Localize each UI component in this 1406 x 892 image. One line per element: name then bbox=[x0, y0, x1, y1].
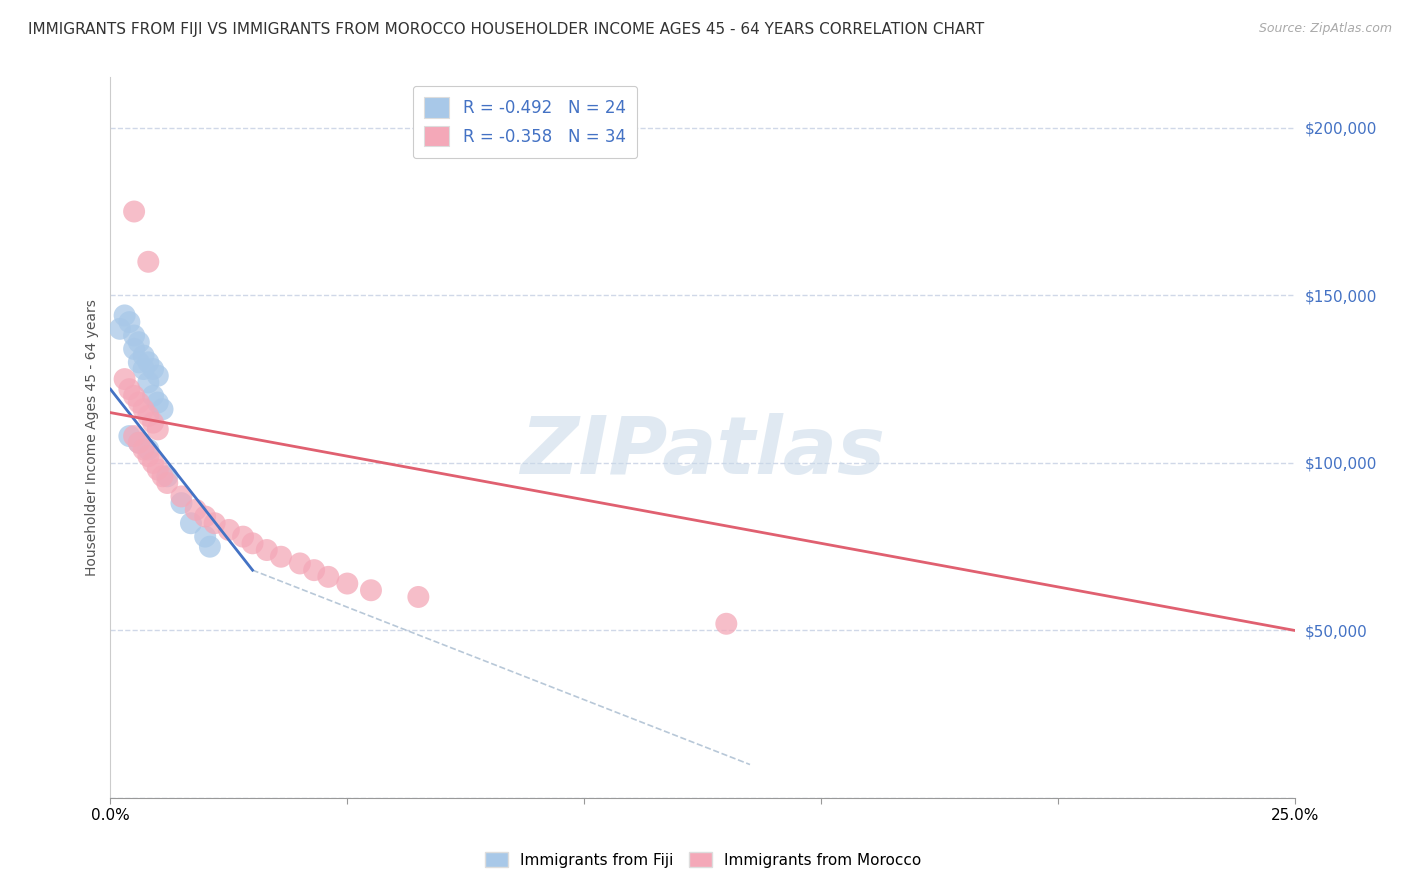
Point bbox=[408, 590, 430, 604]
Point bbox=[716, 616, 738, 631]
Point bbox=[146, 368, 169, 383]
Point bbox=[132, 349, 155, 363]
Point bbox=[270, 549, 292, 564]
Point bbox=[156, 475, 179, 490]
Point bbox=[218, 523, 240, 537]
Point bbox=[122, 429, 145, 443]
Point bbox=[318, 570, 340, 584]
Point bbox=[180, 516, 202, 531]
Point bbox=[146, 462, 169, 476]
Point bbox=[288, 557, 311, 571]
Point bbox=[194, 509, 217, 524]
Point bbox=[170, 490, 193, 504]
Point bbox=[232, 530, 254, 544]
Point bbox=[194, 530, 217, 544]
Text: ZIPatlas: ZIPatlas bbox=[520, 413, 886, 491]
Point bbox=[128, 435, 150, 450]
Y-axis label: Householder Income Ages 45 - 64 years: Householder Income Ages 45 - 64 years bbox=[86, 300, 100, 576]
Point bbox=[114, 372, 136, 386]
Point bbox=[136, 376, 159, 390]
Point bbox=[336, 576, 359, 591]
Legend: R = -0.492   N = 24, R = -0.358   N = 34: R = -0.492 N = 24, R = -0.358 N = 34 bbox=[412, 86, 637, 158]
Point bbox=[242, 536, 264, 550]
Point bbox=[146, 395, 169, 409]
Point bbox=[128, 435, 150, 450]
Point bbox=[128, 335, 150, 350]
Point bbox=[118, 429, 141, 443]
Point bbox=[132, 362, 155, 376]
Point bbox=[156, 469, 179, 483]
Point bbox=[302, 563, 325, 577]
Point bbox=[114, 309, 136, 323]
Point bbox=[152, 469, 174, 483]
Point bbox=[204, 516, 226, 531]
Point bbox=[146, 422, 169, 436]
Point bbox=[136, 449, 159, 463]
Text: Source: ZipAtlas.com: Source: ZipAtlas.com bbox=[1258, 22, 1392, 36]
Point bbox=[184, 503, 207, 517]
Point bbox=[142, 362, 165, 376]
Point bbox=[256, 543, 278, 558]
Point bbox=[136, 442, 159, 457]
Point bbox=[198, 540, 221, 554]
Point bbox=[122, 389, 145, 403]
Point bbox=[108, 322, 131, 336]
Point bbox=[170, 496, 193, 510]
Point bbox=[122, 204, 145, 219]
Legend: Immigrants from Fiji, Immigrants from Morocco: Immigrants from Fiji, Immigrants from Mo… bbox=[477, 844, 929, 875]
Point bbox=[136, 409, 159, 423]
Point bbox=[128, 395, 150, 409]
Point bbox=[122, 328, 145, 343]
Point bbox=[118, 315, 141, 329]
Point bbox=[122, 342, 145, 356]
Point bbox=[152, 402, 174, 417]
Point bbox=[136, 355, 159, 369]
Point bbox=[142, 416, 165, 430]
Point bbox=[136, 254, 159, 268]
Point bbox=[142, 456, 165, 470]
Point bbox=[360, 583, 382, 598]
Point bbox=[142, 389, 165, 403]
Point bbox=[118, 382, 141, 396]
Point bbox=[128, 355, 150, 369]
Point bbox=[132, 402, 155, 417]
Text: IMMIGRANTS FROM FIJI VS IMMIGRANTS FROM MOROCCO HOUSEHOLDER INCOME AGES 45 - 64 : IMMIGRANTS FROM FIJI VS IMMIGRANTS FROM … bbox=[28, 22, 984, 37]
Point bbox=[132, 442, 155, 457]
